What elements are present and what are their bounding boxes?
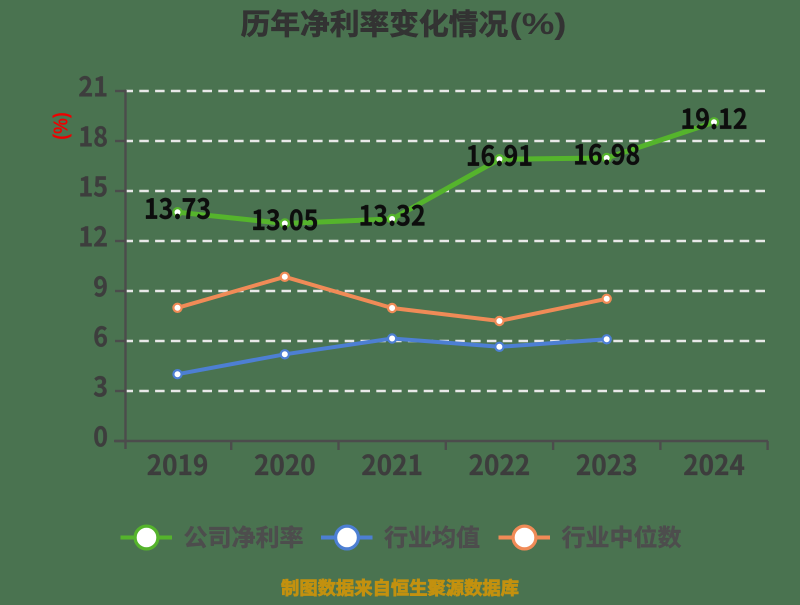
svg-text:(%): (%)	[510, 8, 567, 41]
svg-text:(%): (%)	[51, 112, 73, 140]
